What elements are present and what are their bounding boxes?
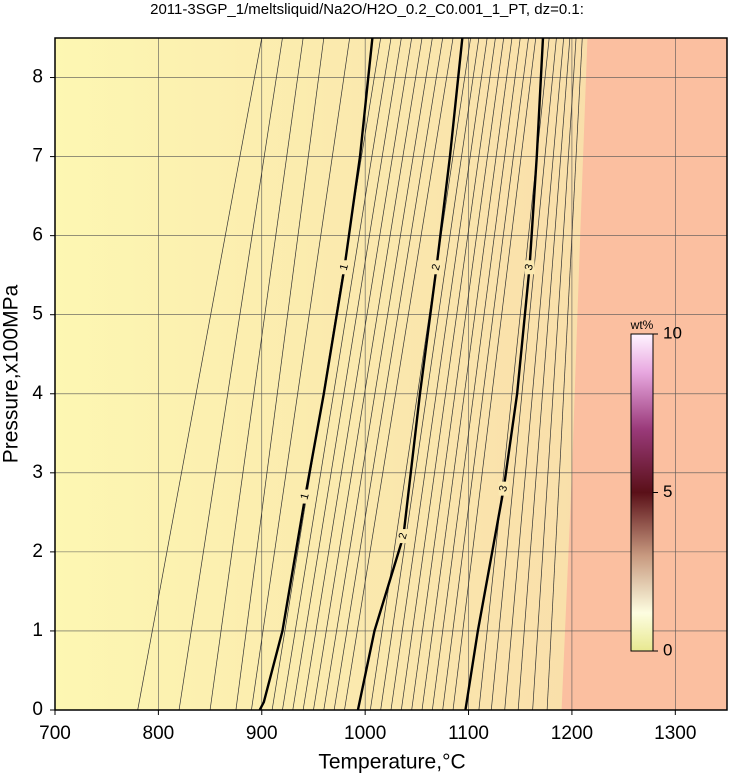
thin-contour — [532, 37, 577, 711]
y-tick-label: 2 — [32, 541, 43, 562]
thin-contour — [452, 37, 537, 711]
thin-contour — [323, 37, 433, 711]
thin-contour — [517, 37, 571, 711]
contour-label-bg — [524, 260, 535, 275]
thin-contour — [251, 37, 350, 711]
contour-label: 3 — [523, 263, 536, 272]
x-tick-label: 800 — [143, 723, 175, 744]
contour-label: 2 — [397, 532, 410, 541]
x-axis-label: Temperature,°C — [318, 751, 465, 774]
contour-label-bg — [431, 260, 442, 275]
x-tick-label: 1200 — [551, 723, 593, 744]
contour-label: 3 — [497, 484, 510, 493]
thin-contour — [302, 37, 413, 711]
thin-contour — [178, 37, 283, 711]
y-tick-label: 1 — [32, 620, 43, 641]
x-tick-label: 900 — [246, 723, 278, 744]
contour-label: 2 — [430, 263, 443, 272]
thin-contour — [282, 37, 392, 711]
plot-frame — [54, 37, 728, 711]
thin-contour — [490, 37, 557, 711]
y-tick-label: 3 — [32, 462, 43, 483]
colorbar-tick-label: 5 — [663, 482, 672, 501]
y-tick-label: 4 — [32, 383, 43, 404]
contour-label-bg — [498, 481, 509, 496]
contour-label-bg — [339, 260, 350, 275]
thin-contour — [390, 37, 488, 711]
thin-contour — [369, 37, 471, 711]
thin-contour — [235, 37, 325, 711]
contour-label: 1 — [338, 263, 351, 272]
y-axis-label: Pressure,x100MPa — [0, 284, 23, 463]
thin-contour — [333, 37, 444, 711]
y-tick-label: 0 — [32, 699, 43, 720]
thin-contour — [400, 37, 496, 711]
colorbar-tick-label: 10 — [663, 323, 682, 342]
thin-contour — [137, 37, 263, 711]
y-tick-label: 5 — [32, 304, 43, 325]
thin-contour — [421, 37, 513, 711]
colorbar-label: wt% — [630, 318, 654, 332]
contour-line — [464, 37, 545, 711]
y-tick-label: 6 — [32, 225, 43, 246]
thin-contour — [380, 37, 480, 711]
thin-contour — [411, 37, 505, 711]
x-tick-label: 1000 — [344, 723, 386, 744]
thin-contour — [432, 37, 521, 711]
y-tick-label: 8 — [32, 67, 43, 88]
contour-line — [356, 37, 464, 711]
thin-contour — [442, 37, 529, 711]
contour-label: 1 — [299, 492, 312, 501]
x-tick-label: 1300 — [654, 723, 696, 744]
x-tick-label: 1100 — [448, 723, 489, 744]
y-tick-label: 7 — [32, 146, 43, 167]
thin-contour — [313, 37, 423, 711]
colorbar — [630, 333, 654, 652]
thin-contour — [504, 37, 565, 711]
thin-contour — [292, 37, 402, 711]
contour-line — [258, 37, 374, 711]
contour-label-bg — [398, 529, 409, 544]
thin-contour — [209, 37, 304, 711]
x-tick-label: 700 — [39, 723, 71, 744]
thin-contour — [344, 37, 454, 711]
colorbar-tick-label: 0 — [663, 640, 672, 659]
chart-title: 2011-3SGP_1/meltsliquid/Na2O/H2O_0.2_C0.… — [150, 1, 584, 18]
thin-contour — [546, 37, 583, 711]
contour-label-bg — [300, 489, 311, 504]
